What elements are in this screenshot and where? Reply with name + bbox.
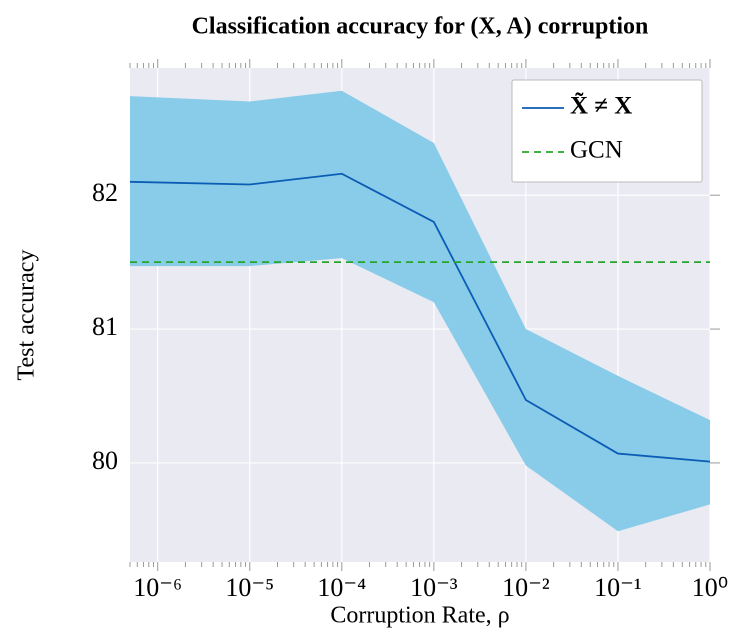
x-tick-label: 10⁻⁶: [133, 573, 182, 602]
x-tick-label: 10⁰: [692, 573, 728, 602]
x-tick-label: 10⁻²: [502, 573, 550, 602]
legend-box: [511, 79, 703, 183]
y-tick-label: 80: [92, 446, 118, 475]
confidence-band: [130, 90, 710, 532]
x-tick-label: 10⁻³: [410, 573, 458, 602]
x-tick-label: 10⁻⁴: [317, 573, 366, 602]
chart-title: Classification accuracy for (X, A) corru…: [192, 14, 649, 40]
x-tick-label: 10⁻⁵: [225, 573, 274, 602]
legend-label: GCN: [570, 137, 623, 164]
y-tick-label: 81: [92, 312, 118, 341]
x-axis-label: Corruption Rate, ρ: [330, 603, 509, 629]
y-tick-label: 82: [92, 178, 118, 207]
y-axis-label: Test accuracy: [14, 250, 40, 381]
data-line: [129, 172, 711, 463]
x-tick-label: 10⁻¹: [594, 573, 642, 602]
legend-label: X̃ ≠ X: [570, 92, 632, 120]
